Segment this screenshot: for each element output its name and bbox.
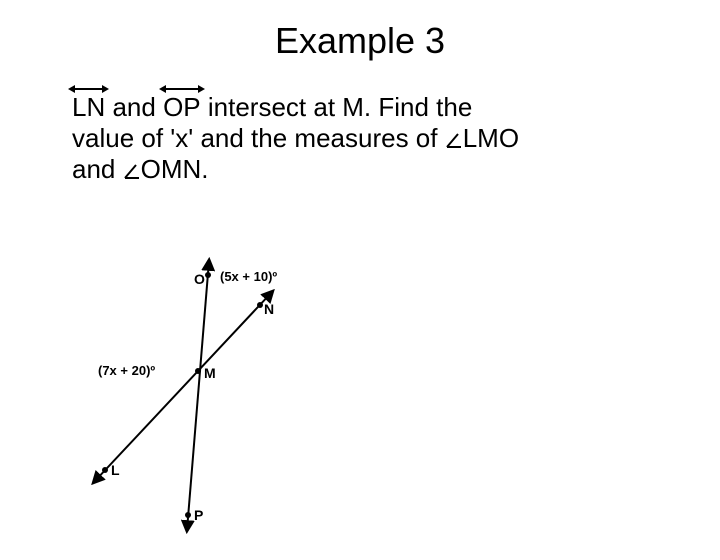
line-OP-symbol: OP: [163, 92, 201, 123]
angle-icon: [123, 156, 141, 174]
line-LN-symbol: LN: [72, 92, 105, 123]
text-and: and: [105, 92, 163, 122]
angle1-text: LMO: [463, 123, 519, 153]
geometry-diagram: L N O P M (5x + 10)º (7x + 20)º: [80, 255, 360, 535]
text-d: intersect at M. Find the: [201, 92, 473, 122]
angle-icon: [445, 125, 463, 143]
problem-statement: LN and OP intersect at M. Find the value…: [72, 92, 660, 186]
line-LN-text: LN: [72, 92, 105, 122]
point-label: L: [111, 462, 120, 478]
point-label: M: [204, 365, 216, 381]
text-line3a: and: [72, 154, 123, 184]
angle-label-top: (5x + 10)º: [220, 269, 277, 284]
angle-label-left: (7x + 20)º: [98, 363, 155, 378]
page-title: Example 3: [0, 20, 720, 62]
point-label: O: [194, 271, 205, 287]
text-line2: value of 'x' and the measures of: [72, 123, 445, 153]
angle2-text: OMN.: [141, 154, 209, 184]
point-label: N: [264, 301, 274, 317]
point-label: P: [194, 507, 203, 523]
diagram-svg: [80, 255, 360, 535]
line-OP-text: OP: [163, 92, 201, 122]
